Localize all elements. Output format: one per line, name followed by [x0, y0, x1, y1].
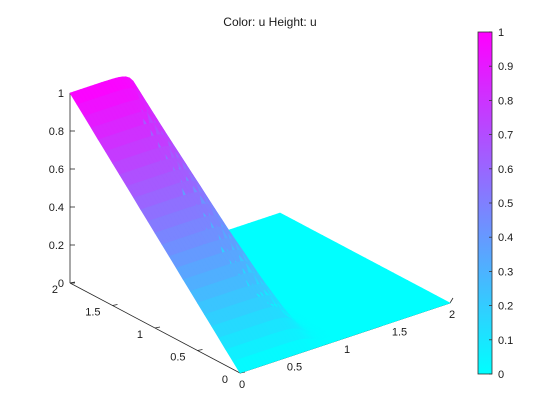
z-tick-label: 0.6 — [49, 164, 64, 176]
colorbar-tick-label: 1 — [498, 27, 504, 39]
y-tick-mark — [154, 326, 161, 329]
z-tick-label: 0.8 — [49, 126, 64, 138]
colorbar-tick-label: 0.3 — [498, 266, 513, 278]
colorbar-tick-label: 0.1 — [498, 335, 513, 347]
y-tick-label: 1.5 — [85, 307, 100, 319]
colorbar-tick-label: 0 — [498, 369, 504, 381]
z-tick-label: 0.4 — [49, 202, 64, 214]
z-tick-label: 0.2 — [49, 240, 64, 252]
x-tick-label: 2 — [449, 309, 455, 321]
colorbar-tick-label: 0.8 — [498, 95, 513, 107]
x-tick-label: 1.5 — [392, 327, 407, 339]
y-tick-mark — [112, 304, 118, 306]
colorbar-tick-label: 0.4 — [498, 232, 513, 244]
y-tick-label: 0 — [222, 374, 228, 386]
x-tick-label: 0.5 — [287, 362, 302, 374]
z-tick-label: 0 — [58, 278, 64, 290]
y-tick-mark — [197, 349, 203, 351]
colorbar-tick-label: 0.9 — [498, 61, 513, 73]
colorbar: 0 0.1 0.2 0.3 0.4 0.5 0.6 0.7 0.8 0.9 1 — [477, 27, 513, 381]
surface-patch — [438, 298, 451, 305]
z-tick-label: 1 — [58, 88, 64, 100]
x-tick-label: 0 — [239, 379, 245, 391]
y-tick-label: 2 — [52, 284, 58, 296]
surface-mesh — [69, 76, 451, 374]
colorbar-tick-label: 0.2 — [498, 301, 513, 313]
y-tick-label: 0.5 — [170, 352, 185, 364]
y-tick-label: 1 — [137, 329, 143, 341]
x-tick-mark — [449, 297, 454, 304]
colorbar-tick-label: 0.6 — [498, 164, 513, 176]
x-tick-label: 1 — [344, 344, 350, 356]
colorbar-tick-label: 0.5 — [498, 198, 513, 210]
chart-title: Color: u Height: u — [223, 15, 316, 29]
colorbar-tick-label: 0.7 — [498, 130, 513, 142]
colorbar-ticks: 0 0.1 0.2 0.3 0.4 0.5 0.6 0.7 0.8 0.9 1 — [489, 27, 513, 381]
